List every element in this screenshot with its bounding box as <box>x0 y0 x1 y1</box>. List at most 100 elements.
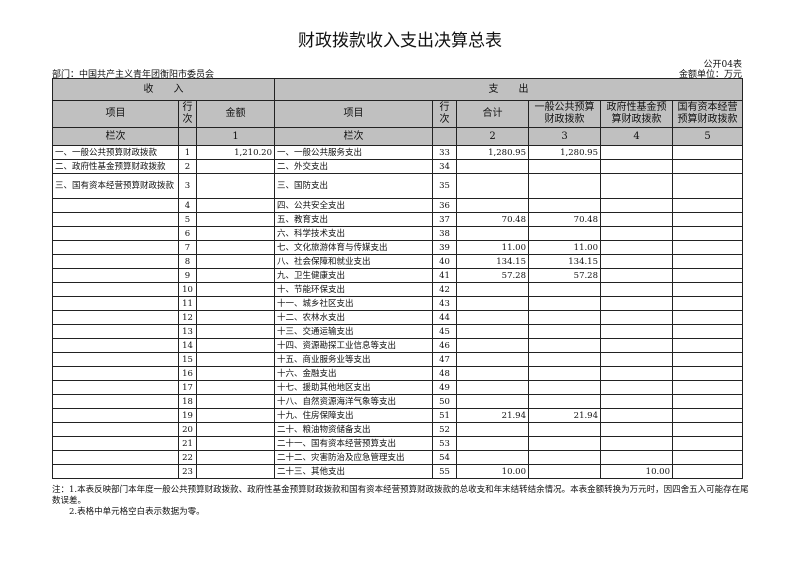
cell-in-amount <box>196 296 275 311</box>
cell-in-item <box>52 212 179 227</box>
cell-ex-item: 十五、商业服务业等支出 <box>274 352 433 367</box>
cell-state <box>672 310 743 325</box>
expense-item-header: 项目 <box>274 100 433 128</box>
cell-general <box>528 159 601 174</box>
cell-ex-line: 36 <box>432 198 457 213</box>
cell-ex-line: 35 <box>432 173 457 199</box>
col-number: 2 <box>456 127 529 146</box>
cell-ex-line: 44 <box>432 310 457 325</box>
cell-in-line: 4 <box>178 198 197 213</box>
cell-state <box>672 366 743 381</box>
col-blank <box>432 127 457 146</box>
cell-in-line: 10 <box>178 282 197 297</box>
table-row: 15 十五、商业服务业等支出 47 <box>52 352 743 367</box>
cell-general <box>528 352 601 367</box>
cell-ex-item: 五、教育支出 <box>274 212 433 227</box>
cell-ex-line: 40 <box>432 254 457 269</box>
cell-fund <box>600 408 673 423</box>
cell-general <box>528 394 601 409</box>
cell-state <box>672 226 743 241</box>
table-row: 二、政府性基金预算财政拨款 2 二、外交支出 34 <box>52 159 743 174</box>
cell-ex-line: 45 <box>432 324 457 339</box>
table-row: 23 二十三、其他支出 55 10.00 10.00 <box>52 464 743 479</box>
cell-fund <box>600 394 673 409</box>
cell-in-line: 6 <box>178 226 197 241</box>
cell-in-amount <box>196 198 275 213</box>
col-label: 栏次 <box>52 127 179 146</box>
cell-in-amount <box>196 436 275 451</box>
cell-total <box>456 436 529 451</box>
cell-general <box>528 464 601 479</box>
cell-fund <box>600 422 673 437</box>
cell-in-line: 1 <box>178 145 197 160</box>
cell-ex-line: 50 <box>432 394 457 409</box>
cell-in-item: 三、国有资本经营预算财政拨款 <box>52 173 179 199</box>
department: 部门：中国共产主义青年团衡阳市委员会 <box>52 70 215 80</box>
cell-fund <box>600 159 673 174</box>
cell-in-item <box>52 240 179 255</box>
cell-total <box>456 296 529 311</box>
cell-ex-line: 38 <box>432 226 457 241</box>
cell-general: 134.15 <box>528 254 601 269</box>
cell-in-line: 7 <box>178 240 197 255</box>
cell-general <box>528 338 601 353</box>
cell-in-item <box>52 394 179 409</box>
cell-in-item <box>52 422 179 437</box>
total-header: 合计 <box>456 100 529 128</box>
income-line-header: 行次 <box>178 100 197 128</box>
table-row: 20 二十、粮油物资储备支出 52 <box>52 422 743 437</box>
cell-ex-item: 二十二、灾害防治及应急管理支出 <box>274 450 433 465</box>
note-2: 2.表格中单元格空白表示数据为零。 <box>69 507 205 517</box>
table-row: 11 十一、城乡社区支出 43 <box>52 296 743 311</box>
cell-fund: 10.00 <box>600 464 673 479</box>
cell-general: 70.48 <box>528 212 601 227</box>
cell-ex-item: 十七、援助其他地区支出 <box>274 380 433 395</box>
cell-in-item <box>52 268 179 283</box>
cell-state <box>672 436 743 451</box>
cell-in-line: 15 <box>178 352 197 367</box>
cell-in-line: 23 <box>178 464 197 479</box>
cell-general <box>528 324 601 339</box>
notes: 注：1.本表反映部门本年度一般公共预算财政拨款、政府性基金预算财政拨款和国有资本… <box>52 485 752 518</box>
cell-in-amount <box>196 268 275 283</box>
cell-state <box>672 240 743 255</box>
cell-total: 134.15 <box>456 254 529 269</box>
cell-fund <box>600 198 673 213</box>
cell-in-amount <box>196 240 275 255</box>
cell-fund <box>600 254 673 269</box>
cell-fund <box>600 282 673 297</box>
cell-in-line: 2 <box>178 159 197 174</box>
cell-fund <box>600 226 673 241</box>
col-number: 5 <box>672 127 743 146</box>
cell-general <box>528 226 601 241</box>
cell-total <box>456 173 529 199</box>
cell-total: 70.48 <box>456 212 529 227</box>
cell-ex-item: 十、节能环保支出 <box>274 282 433 297</box>
table-row: 9 九、卫生健康支出 41 57.28 57.28 <box>52 268 743 283</box>
cell-state <box>672 338 743 353</box>
cell-in-item <box>52 450 179 465</box>
cell-fund <box>600 380 673 395</box>
cell-in-line: 13 <box>178 324 197 339</box>
cell-fund <box>600 436 673 451</box>
cell-ex-item: 三、国防支出 <box>274 173 433 199</box>
cell-fund <box>600 450 673 465</box>
cell-ex-item: 十三、交通运输支出 <box>274 324 433 339</box>
cell-ex-item: 一、一般公共服务支出 <box>274 145 433 160</box>
cell-in-item: 二、政府性基金预算财政拨款 <box>52 159 179 174</box>
cell-total <box>456 310 529 325</box>
cell-ex-item: 四、公共安全支出 <box>274 198 433 213</box>
cell-state <box>672 422 743 437</box>
cell-ex-item: 十四、资源勘探工业信息等支出 <box>274 338 433 353</box>
cell-in-amount <box>196 212 275 227</box>
cell-ex-line: 53 <box>432 436 457 451</box>
cell-total: 10.00 <box>456 464 529 479</box>
cell-total: 57.28 <box>456 268 529 283</box>
cell-state <box>672 145 743 160</box>
cell-total <box>456 282 529 297</box>
cell-total <box>456 198 529 213</box>
cell-ex-line: 39 <box>432 240 457 255</box>
cell-state <box>672 450 743 465</box>
cell-in-amount <box>196 422 275 437</box>
cell-state <box>672 296 743 311</box>
